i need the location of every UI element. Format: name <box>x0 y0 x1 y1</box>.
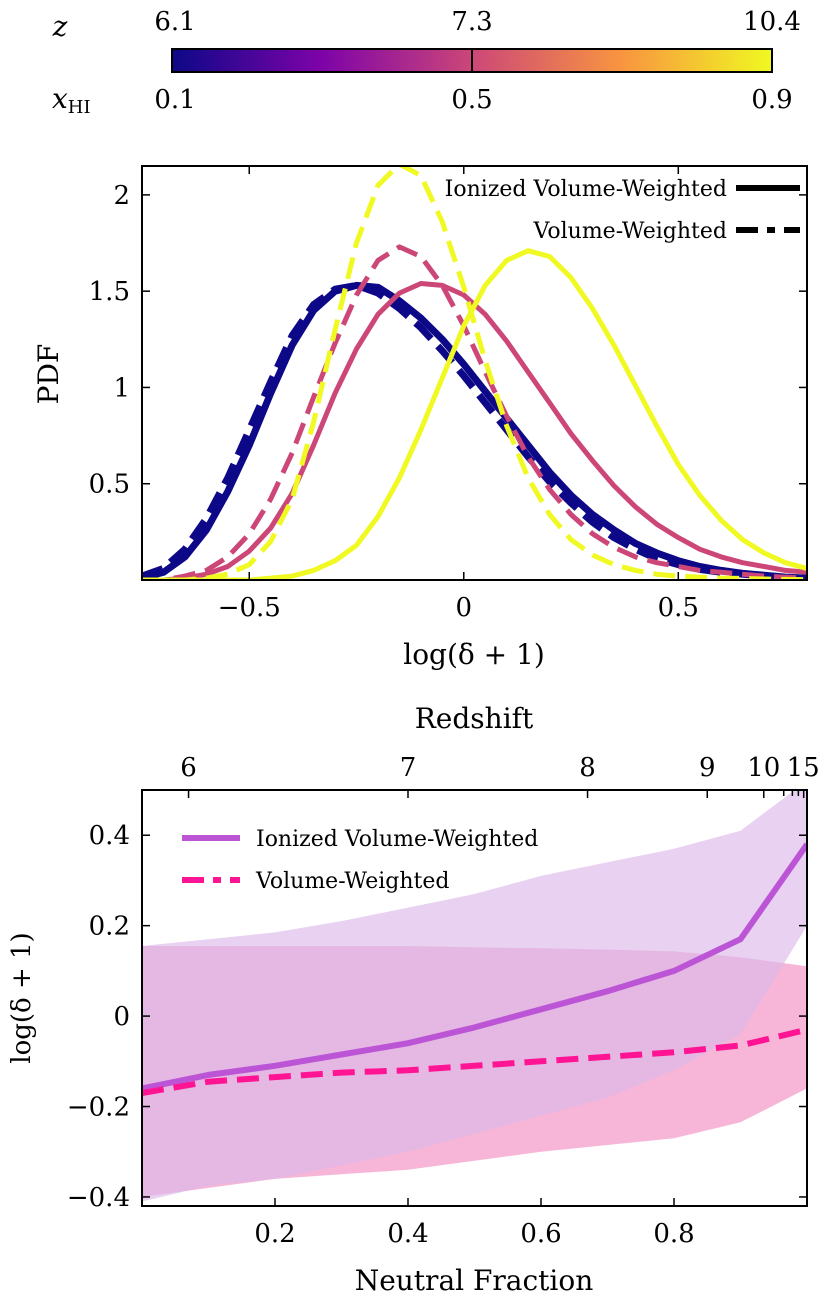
density-panel: Redshift 0.2 0.4 0.6 0.8 −0.4 −0.2 0 0.2 0.4 6 7 8 9… <box>7 702 820 1297</box>
density-x-tick-label-2: 0.4 <box>387 1219 428 1249</box>
density-x-axis-label: Neutral Fraction <box>355 1264 594 1297</box>
density-series-line-2 <box>142 1026 807 1096</box>
pdf-y-tick-label-2: 1 <box>113 373 130 403</box>
density-plot-frame <box>141 789 808 1207</box>
density-top-tick-label-6: 15 <box>787 753 820 783</box>
colorbar-xhi-tick-1: 0.1 <box>154 85 195 115</box>
pdf-series-line-3 <box>142 281 807 580</box>
colorbar-xhi-label: xHI <box>52 82 91 118</box>
pdf-y-tick-label-4: 2 <box>113 181 130 211</box>
colorbar-xhi-label-main: x <box>52 82 68 115</box>
density-y-tick-label-1: −0.4 <box>67 1183 130 1213</box>
density-series-line-1 <box>142 842 807 1092</box>
density-x-tick-label-3: 0.6 <box>520 1219 561 1249</box>
density-band-1 <box>142 790 807 1202</box>
pdf-axis-ticks: −0.5 0 0.5 0.5 1 1.5 2 <box>89 166 807 623</box>
density-x-tick-label-4: 0.8 <box>653 1219 694 1249</box>
pdf-legend-label-ionized: Ionized Volume-Weighted <box>445 177 727 202</box>
density-x-tick-label-1: 0.2 <box>254 1219 295 1249</box>
pdf-panel: −0.5 0 0.5 0.5 1 1.5 2 log(δ + 1) PDF Ionized … <box>32 165 808 671</box>
pdf-y-tick-label-1: 0.5 <box>89 470 130 500</box>
density-legend: Ionized Volume-Weighted Volume-Weighted <box>182 827 538 894</box>
pdf-y-axis-label: PDF <box>32 344 65 405</box>
pdf-series-line-6 <box>142 166 807 580</box>
pdf-plot-frame <box>141 165 808 581</box>
colorbar-z-label: z <box>52 10 68 43</box>
density-series-group <box>142 790 807 1202</box>
density-y-tick-label-4: 0.2 <box>89 912 130 942</box>
colorbar-z-tick-1: 6.1 <box>154 7 195 37</box>
density-top-tick-label-5: 10 <box>747 753 780 783</box>
density-y-tick-label-2: −0.2 <box>67 1093 130 1123</box>
pdf-series-line-1 <box>142 281 807 580</box>
colorbar-xhi-label-sub: HI <box>68 97 91 118</box>
density-legend-label-ionized: Ionized Volume-Weighted <box>256 827 538 852</box>
colorbar-xhi-tick-3: 0.9 <box>751 85 792 115</box>
density-top-axis-label: Redshift <box>415 702 534 735</box>
density-y-axis-label: log(δ + 1) <box>7 932 37 1063</box>
density-top-tick-label-1: 6 <box>180 753 197 783</box>
density-y-tick-label-3: 0 <box>113 1002 130 1032</box>
density-top-tick-label-4: 9 <box>699 753 716 783</box>
density-legend-label-volume: Volume-Weighted <box>255 869 450 894</box>
density-top-tick-label-3: 8 <box>579 753 596 783</box>
density-y-tick-label-5: 0.4 <box>89 821 130 851</box>
pdf-series-line-4 <box>142 244 807 580</box>
density-top-tick-label-2: 7 <box>400 753 417 783</box>
colorbar: z 6.1 7.3 10.4 xHI 0.1 0.5 0.9 <box>52 7 801 118</box>
colorbar-xhi-tick-2: 0.5 <box>451 85 492 115</box>
density-axis-ticks: 0.2 0.4 0.6 0.8 −0.4 −0.2 0 0.2 0.4 6 7 8 9 10 15 <box>67 753 820 1249</box>
colorbar-z-tick-3: 10.4 <box>743 7 801 37</box>
pdf-legend-label-volume: Volume-Weighted <box>533 219 728 244</box>
pdf-x-axis-label: log(δ + 1) <box>403 638 545 671</box>
colorbar-z-tick-2: 7.3 <box>451 7 492 37</box>
pdf-x-tick-label-1: −0.5 <box>218 593 281 623</box>
pdf-x-tick-label-3: 0.5 <box>658 593 699 623</box>
pdf-series-line-5 <box>142 248 807 580</box>
pdf-legend: Ionized Volume-Weighted Volume-Weighted <box>445 177 800 244</box>
pdf-series-group <box>142 166 807 580</box>
pdf-x-tick-label-2: 0 <box>456 593 473 623</box>
pdf-series-line-2 <box>142 281 807 580</box>
pdf-y-tick-label-3: 1.5 <box>89 277 130 307</box>
